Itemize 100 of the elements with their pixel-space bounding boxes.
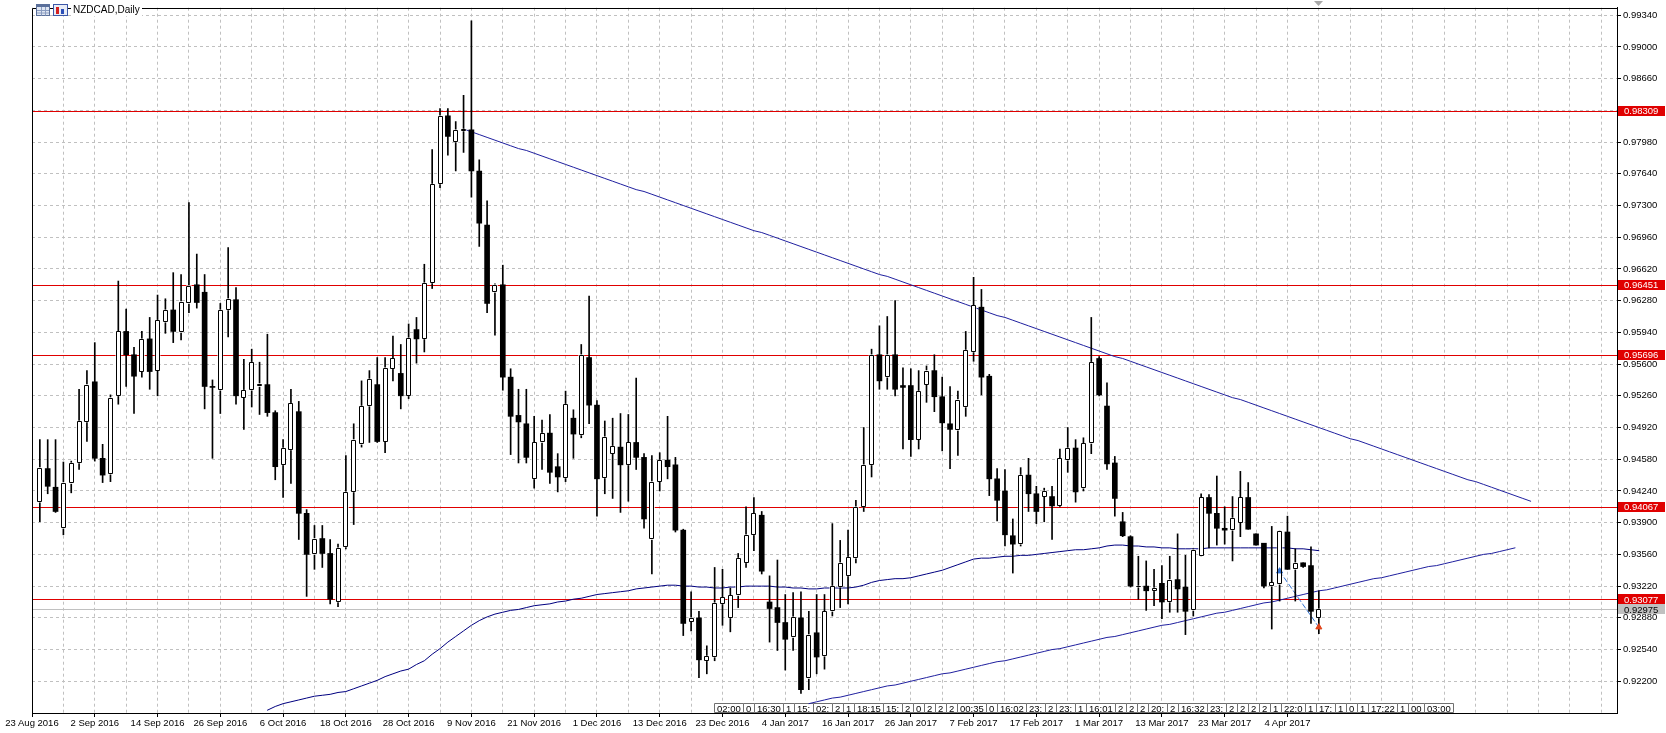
x-tick-label: 18 Oct 2016 <box>319 717 372 729</box>
annotation: 20: <box>1151 702 1165 714</box>
x-tick-label: 23 Aug 2016 <box>5 717 59 729</box>
y-tick-label: 0.94580 <box>1623 452 1658 464</box>
x-tick-label: 1 Mar 2017 <box>1075 717 1124 729</box>
x-tick-label: 16 Jan 2017 <box>821 717 875 729</box>
y-tick-label: 0.98660 <box>1623 72 1658 84</box>
candlestick <box>1214 475 1220 546</box>
annotation: 2 <box>1229 702 1235 714</box>
x-tick-label: 26 Sep 2016 <box>193 717 248 729</box>
ref-line-label: 0.98309 <box>1624 105 1659 117</box>
candlestick <box>900 367 906 450</box>
chart-title: NZDCAD,Daily <box>71 3 142 16</box>
annotation: 0 <box>989 702 995 714</box>
candlestick <box>1268 526 1275 630</box>
annotation: 0 <box>1349 702 1355 714</box>
annotation: 23: <box>1210 702 1224 714</box>
annotation: 1 <box>1308 702 1314 714</box>
y-tick-label: 0.92200 <box>1623 674 1658 686</box>
candlestick <box>241 359 247 430</box>
candlestick <box>1041 487 1048 523</box>
x-tick-label: 28 Oct 2016 <box>382 717 435 729</box>
candlestick <box>452 121 459 172</box>
candlestick <box>633 377 640 470</box>
annotation: 2 <box>1129 702 1135 714</box>
y-tick-label: 0.93220 <box>1623 579 1658 591</box>
y-tick-label: 0.99340 <box>1623 8 1658 20</box>
candlestick <box>703 645 710 675</box>
annotation: 2 <box>905 702 911 714</box>
annotation: 2 <box>1170 702 1176 714</box>
annotation: 15: <box>797 702 811 714</box>
annotation: 2 <box>927 702 933 714</box>
x-tick-label: 7 Feb 2017 <box>949 717 998 729</box>
annotation: 2 <box>938 702 944 714</box>
annotation: 16:01 <box>1089 702 1113 714</box>
annotation: 0 <box>916 702 922 714</box>
annotation: 23: <box>1029 702 1043 714</box>
x-tick-label: 21 Nov 2016 <box>507 717 562 729</box>
annotation: 16:02 <box>1000 702 1024 714</box>
x-tick-label: 17 Feb 2017 <box>1009 717 1064 729</box>
annotation: 00 <box>1411 702 1422 714</box>
y-tick-label: 0.95260 <box>1623 389 1658 401</box>
annotation: 23: <box>1059 702 1073 714</box>
annotation: 1 <box>1273 702 1279 714</box>
x-tick-label: 1 Dec 2016 <box>572 717 622 729</box>
x-tick-label: 23 Mar 2017 <box>1198 717 1252 729</box>
annotation: 1 <box>846 702 852 714</box>
x-tick-label: 4 Jan 2017 <box>761 717 809 729</box>
x-tick-label: 4 Apr 2017 <box>1264 717 1311 729</box>
annotation: 1 <box>1078 702 1084 714</box>
candlestick <box>688 591 694 632</box>
ref-line-label: 0.93077 <box>1624 593 1659 605</box>
candlestick <box>1049 485 1055 540</box>
candlestick <box>782 594 789 671</box>
candlestick <box>1143 560 1150 611</box>
y-tick-label: 0.96960 <box>1623 230 1658 242</box>
candlestick <box>1151 569 1157 607</box>
y-tick-label: 0.97300 <box>1623 199 1658 211</box>
y-tick-label: 0.92540 <box>1623 643 1658 655</box>
y-tick-label: 0.94920 <box>1623 421 1658 433</box>
annotation: 16:30 <box>757 702 781 714</box>
candlestick <box>1009 518 1016 574</box>
x-tick-label: 14 Sep 2016 <box>130 717 185 729</box>
x-tick-label: 6 Oct 2016 <box>259 717 307 729</box>
candlestick <box>390 335 396 382</box>
annotation: 16:32 <box>1181 702 1205 714</box>
annotation: 17: <box>1319 702 1333 714</box>
x-tick-label: 13 Dec 2016 <box>632 717 687 729</box>
y-tick-label: 0.97980 <box>1623 135 1658 147</box>
x-tick-label: 26 Jan 2017 <box>884 717 937 729</box>
annotation: 02:00 <box>717 702 741 714</box>
annotation: 1 <box>786 702 792 714</box>
annotation: 0 <box>746 702 752 714</box>
annotation: 2 <box>1048 702 1054 714</box>
y-tick-label: 0.95940 <box>1623 325 1658 337</box>
annotation: 1 <box>1360 702 1366 714</box>
x-tick-label: 23 Dec 2016 <box>695 717 750 729</box>
annotation: 17:22 <box>1371 702 1395 714</box>
y-tick-label: 0.96620 <box>1623 262 1658 274</box>
candlestick <box>225 247 231 338</box>
annotation: 2 <box>1118 702 1124 714</box>
y-tick-label: 0.93560 <box>1623 548 1658 560</box>
y-tick-label: 0.99000 <box>1623 40 1658 52</box>
annotation: 2 <box>1140 702 1146 714</box>
candlestick <box>539 419 545 470</box>
annotation: 15: <box>886 702 900 714</box>
annotation: 18:15 <box>857 702 881 714</box>
annotation: 22:0 <box>1284 702 1303 714</box>
ref-line-label: 0.96451 <box>1624 278 1659 290</box>
annotation: 2 <box>1251 702 1257 714</box>
annotation: 00:35 <box>960 702 984 714</box>
candlestick <box>186 202 192 314</box>
ref-line-label: 0.94067 <box>1624 501 1659 513</box>
annotation: 03:00 <box>1427 702 1451 714</box>
annotation: 2 <box>835 702 841 714</box>
y-tick-label: 0.93900 <box>1623 516 1658 528</box>
y-tick-label: 0.97640 <box>1623 167 1658 179</box>
x-tick-label: 2 Sep 2016 <box>70 717 120 729</box>
annotation: 2 <box>1240 702 1246 714</box>
y-tick-label: 0.94240 <box>1623 484 1658 496</box>
